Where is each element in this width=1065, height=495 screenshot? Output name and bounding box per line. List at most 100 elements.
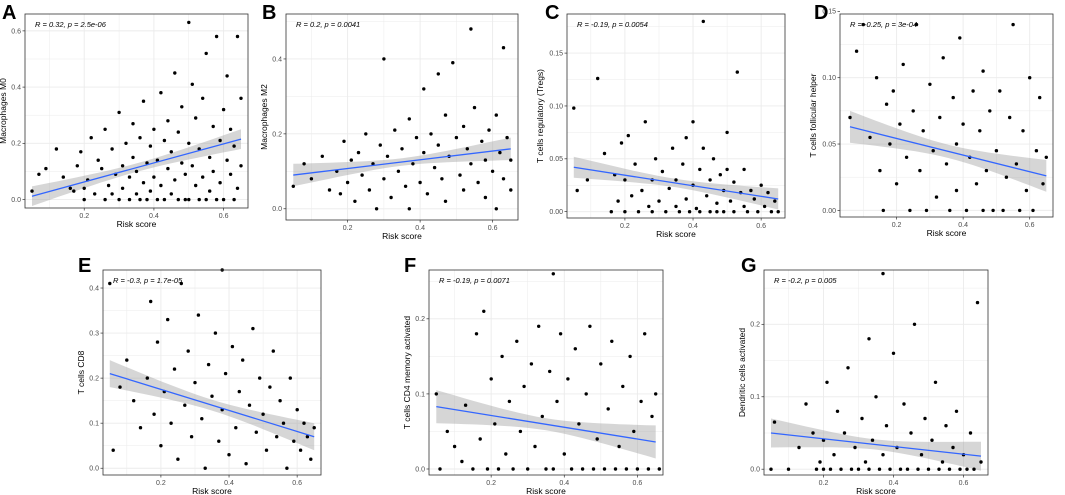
- x-axis-label: Risk score: [656, 229, 696, 239]
- x-tick-label: 0.2: [892, 222, 902, 229]
- points: [572, 19, 780, 214]
- data-point: [867, 467, 871, 471]
- data-point: [881, 208, 885, 213]
- data-point: [438, 467, 442, 471]
- data-point: [183, 403, 187, 407]
- data-point: [951, 445, 955, 450]
- data-point: [978, 129, 982, 133]
- data-point: [148, 189, 153, 193]
- panel-f: 0.2 0.4 0.6 0.0 0.1 0.2 Risk score T cells CD4 …: [402, 255, 664, 495]
- data-point: [584, 392, 588, 396]
- data-point: [848, 115, 852, 120]
- data-point: [108, 281, 112, 286]
- data-point: [944, 424, 948, 428]
- data-point: [941, 56, 945, 60]
- y-axis-label: T cells regulatory (Tregs): [535, 69, 545, 163]
- data-point: [954, 188, 959, 193]
- data-point: [264, 448, 269, 452]
- y-tick-label: 0.0: [272, 206, 282, 213]
- data-point: [472, 105, 477, 110]
- data-point: [201, 96, 205, 101]
- data-point: [173, 71, 177, 75]
- data-point: [230, 344, 235, 349]
- data-point: [443, 199, 448, 203]
- data-point: [244, 462, 248, 466]
- data-point: [501, 177, 506, 181]
- data-point: [268, 385, 272, 389]
- data-point: [494, 113, 498, 117]
- data-point: [715, 201, 719, 205]
- data-point: [204, 51, 208, 56]
- data-point: [632, 429, 636, 434]
- panel-border: [24, 13, 249, 209]
- data-point: [124, 141, 128, 145]
- data-point: [469, 27, 473, 31]
- data-point: [197, 197, 201, 202]
- data-point: [414, 135, 419, 140]
- y-tick-label: 0.4: [272, 56, 282, 63]
- panel-letter: A: [2, 2, 16, 24]
- data-point: [118, 385, 122, 389]
- data-point: [1038, 95, 1042, 100]
- data-point: [223, 371, 228, 376]
- data-point: [914, 22, 919, 27]
- data-point: [172, 367, 177, 371]
- data-point: [921, 129, 925, 133]
- data-point: [1018, 208, 1022, 213]
- data-point: [378, 143, 382, 147]
- data-point: [509, 188, 513, 192]
- data-point: [856, 467, 861, 471]
- data-point: [580, 467, 585, 471]
- data-point: [931, 149, 935, 153]
- data-point: [511, 467, 515, 471]
- data-point: [647, 204, 651, 209]
- data-point: [839, 467, 843, 471]
- data-point: [208, 155, 212, 160]
- data-point: [239, 96, 243, 101]
- x-tick-label: 0.4: [889, 480, 899, 487]
- y-tick-label: 0.3: [89, 330, 99, 337]
- panel-d: 0.2 0.4 0.6 0.00 0.05 0.10 0.15 Risk score T cel…: [808, 2, 1054, 238]
- data-point: [68, 186, 73, 190]
- data-point: [214, 34, 219, 39]
- data-point: [213, 331, 218, 335]
- data-point: [529, 362, 534, 366]
- data-point: [888, 467, 892, 471]
- data-point: [496, 467, 501, 471]
- data-point: [572, 106, 576, 110]
- data-point: [930, 438, 934, 442]
- fit-line: [770, 432, 982, 457]
- panel-letter: D: [814, 2, 828, 24]
- data-point: [518, 429, 523, 434]
- data-point: [735, 70, 739, 74]
- panel-g: 0.2 0.4 0.6 0.0 0.1 0.2 Risk score Dendritic ce…: [737, 255, 989, 495]
- data-point: [861, 22, 865, 27]
- data-point: [630, 194, 634, 198]
- y-axis-label: T cells CD4 memory activated: [402, 316, 412, 429]
- data-point: [176, 457, 180, 461]
- data-point: [239, 164, 243, 168]
- data-point: [176, 130, 180, 134]
- data-point: [588, 324, 592, 328]
- data-point: [832, 453, 836, 457]
- data-point: [396, 169, 401, 173]
- data-point: [681, 162, 685, 166]
- data-point: [374, 207, 379, 211]
- y-tick-label: 0.10: [822, 75, 836, 82]
- data-point: [72, 189, 76, 193]
- panel-background: [429, 270, 663, 475]
- data-point: [660, 169, 665, 174]
- data-point: [493, 422, 497, 426]
- data-point: [621, 384, 625, 389]
- x-tick-label: 0.2: [620, 223, 630, 230]
- data-point: [201, 175, 205, 179]
- data-point: [210, 394, 214, 398]
- data-point: [998, 89, 1002, 93]
- data-point: [285, 466, 289, 470]
- data-point: [954, 409, 959, 413]
- data-point: [235, 34, 240, 39]
- data-point: [884, 424, 889, 428]
- panel-letter: C: [545, 2, 559, 24]
- x-tick-label: 0.6: [1025, 222, 1035, 229]
- data-point: [190, 82, 194, 87]
